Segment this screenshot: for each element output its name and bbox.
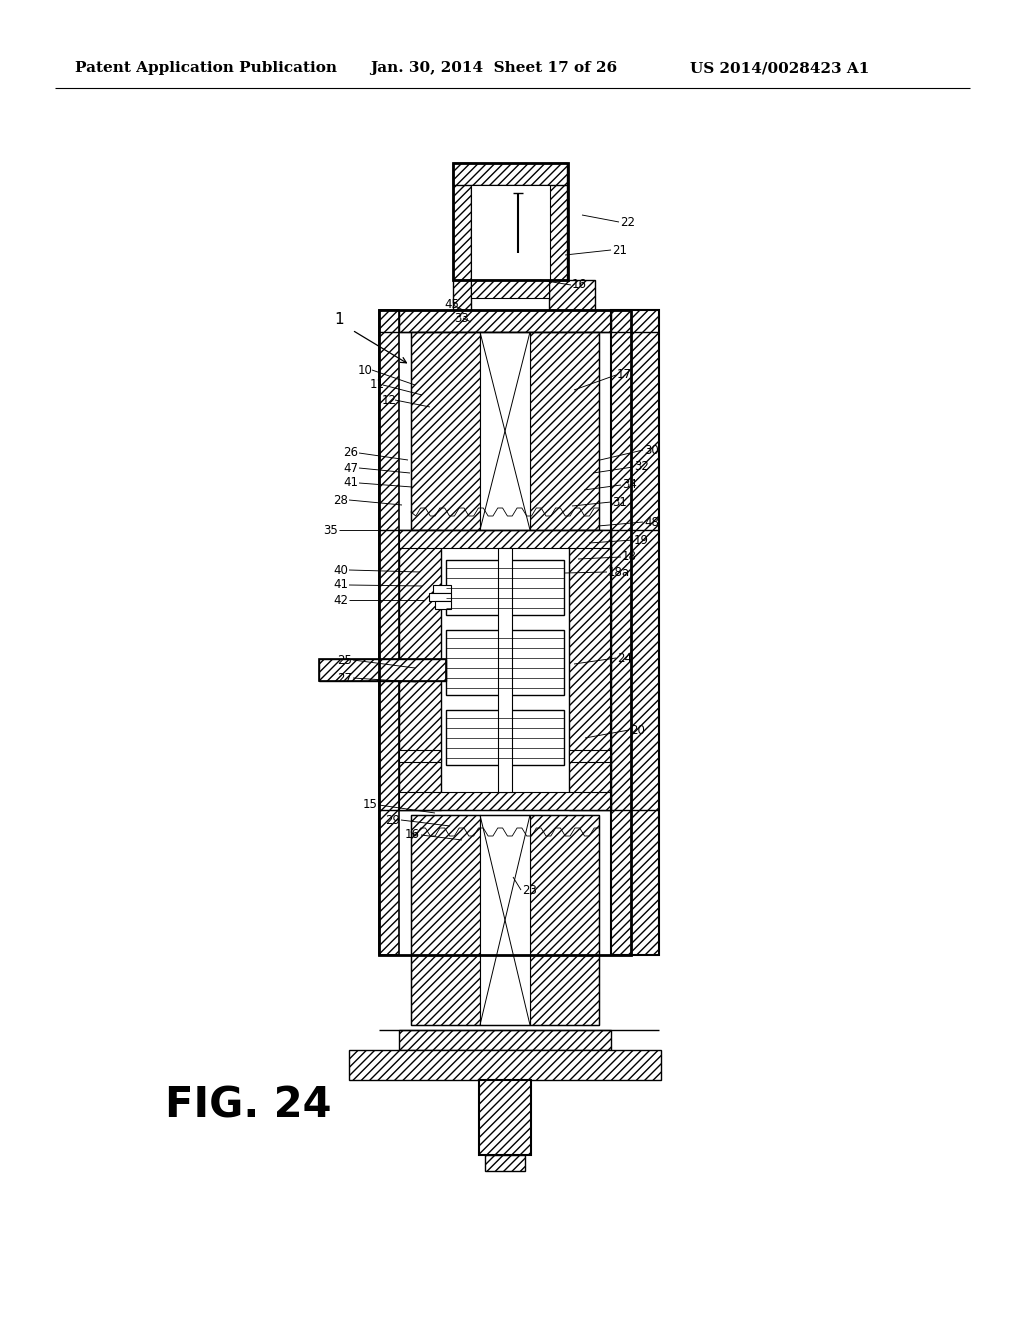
Bar — [480, 814, 530, 1026]
Polygon shape — [453, 280, 471, 310]
Text: 40: 40 — [333, 564, 348, 577]
Bar — [485, 1155, 525, 1171]
Text: 25: 25 — [337, 653, 352, 667]
Polygon shape — [411, 814, 480, 1026]
Text: 21: 21 — [612, 243, 627, 256]
Text: 22: 22 — [620, 215, 635, 228]
Polygon shape — [411, 333, 480, 531]
Polygon shape — [479, 1080, 531, 1155]
Text: 16: 16 — [406, 829, 420, 842]
Polygon shape — [399, 1030, 611, 1049]
Bar — [471, 185, 550, 280]
Text: 28: 28 — [333, 494, 348, 507]
Text: 48: 48 — [644, 516, 658, 528]
Polygon shape — [453, 162, 567, 185]
Polygon shape — [530, 333, 599, 531]
Text: 30: 30 — [644, 444, 658, 457]
Polygon shape — [530, 814, 599, 1026]
Bar — [435, 601, 451, 609]
Text: 29: 29 — [385, 813, 400, 826]
Text: 33: 33 — [454, 312, 469, 325]
Bar — [480, 333, 530, 531]
Polygon shape — [549, 162, 567, 280]
Text: 20: 20 — [630, 723, 645, 737]
Bar — [433, 585, 451, 593]
Text: 18: 18 — [622, 550, 637, 564]
Text: 24: 24 — [617, 652, 632, 664]
Polygon shape — [399, 750, 441, 762]
Polygon shape — [611, 310, 659, 954]
Polygon shape — [399, 531, 611, 548]
Text: 34: 34 — [622, 479, 637, 491]
Polygon shape — [399, 310, 611, 333]
Text: 12: 12 — [382, 393, 397, 407]
Text: 27: 27 — [337, 672, 352, 685]
Bar — [379, 310, 631, 954]
Text: 26: 26 — [343, 446, 358, 459]
Text: 17: 17 — [617, 368, 632, 381]
Text: 19: 19 — [634, 533, 649, 546]
Polygon shape — [471, 280, 549, 298]
Polygon shape — [453, 162, 471, 280]
Polygon shape — [319, 659, 446, 681]
Text: 15: 15 — [364, 799, 378, 812]
Polygon shape — [349, 1049, 662, 1080]
Text: 18a: 18a — [608, 565, 630, 578]
Bar — [446, 560, 564, 615]
Text: Patent Application Publication: Patent Application Publication — [75, 61, 337, 75]
Bar — [611, 310, 659, 954]
Text: 47: 47 — [343, 462, 358, 474]
Text: 1: 1 — [334, 313, 344, 327]
Bar — [446, 630, 564, 696]
Text: 41: 41 — [333, 578, 348, 591]
Polygon shape — [569, 750, 611, 762]
Text: FIG. 24: FIG. 24 — [165, 1084, 332, 1126]
Bar — [411, 814, 599, 1026]
Polygon shape — [399, 792, 611, 810]
Bar — [446, 710, 564, 766]
Bar — [429, 593, 451, 601]
Bar — [453, 162, 568, 280]
Text: 35: 35 — [324, 524, 338, 536]
Text: 10: 10 — [358, 363, 373, 376]
Bar — [411, 333, 599, 531]
Text: 16: 16 — [572, 279, 587, 292]
Bar — [479, 1080, 531, 1155]
Text: 42: 42 — [333, 594, 348, 606]
Polygon shape — [549, 280, 595, 310]
Text: 11: 11 — [370, 379, 385, 392]
Polygon shape — [399, 531, 441, 810]
Bar — [498, 548, 512, 792]
Text: Jan. 30, 2014  Sheet 17 of 26: Jan. 30, 2014 Sheet 17 of 26 — [370, 61, 617, 75]
Text: US 2014/0028423 A1: US 2014/0028423 A1 — [690, 61, 869, 75]
Text: 32: 32 — [634, 461, 649, 474]
Polygon shape — [569, 531, 611, 810]
Text: 45: 45 — [444, 298, 459, 312]
Text: 41: 41 — [343, 477, 358, 490]
Polygon shape — [379, 310, 399, 954]
Text: 23: 23 — [522, 883, 537, 896]
Text: 31: 31 — [612, 495, 627, 508]
Bar — [319, 659, 446, 681]
